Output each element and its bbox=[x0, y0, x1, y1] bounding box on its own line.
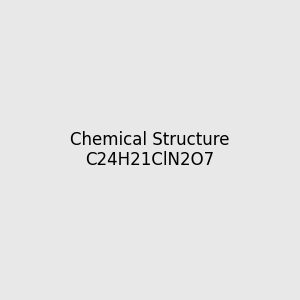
Text: Chemical Structure
C24H21ClN2O7: Chemical Structure C24H21ClN2O7 bbox=[70, 130, 230, 170]
